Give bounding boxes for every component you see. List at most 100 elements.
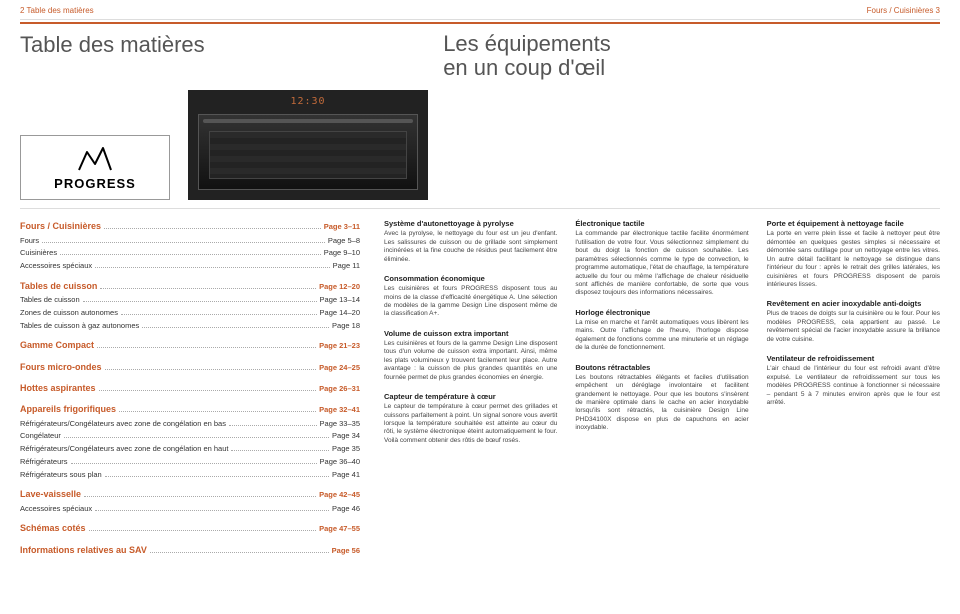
toc-page: Page 14–20: [320, 307, 360, 320]
toc-item: Cuisinières Page 9–10: [20, 247, 360, 260]
feature-title: Revêtement en acier inoxydable anti-doig…: [767, 299, 940, 308]
feature-block: Horloge électronique La mise en marche et…: [575, 308, 748, 353]
toc-item: Réfrigérateurs/Congélateurs avec zone de…: [20, 443, 360, 456]
toc-item: Zones de cuisson autonomes Page 14–20: [20, 307, 360, 320]
brand-logomark: [75, 144, 115, 174]
toc-section-header: Gamme Compact Page 21–23: [20, 338, 360, 353]
equipment-title: Les équipements en un coup d'œil: [443, 32, 611, 80]
toc-label: Réfrigérateurs/Congélateurs avec zone de…: [20, 443, 228, 456]
toc-item: RéfrigérateursPage 36–40: [20, 456, 360, 469]
feature-body: La mise en marche et l'arrêt automatique…: [575, 319, 748, 353]
feature-block: Consommation économique Les cuisinières e…: [384, 274, 557, 319]
oven-photo: 12:30: [188, 90, 428, 200]
toc-page: Page 11: [333, 260, 360, 273]
toc-item: Réfrigérateurs/Congélateurs avec zone de…: [20, 418, 360, 431]
feature-column: Électronique tactile La commande par élec…: [575, 219, 748, 564]
feature-title: Boutons rétractables: [575, 363, 748, 372]
feature-body: La commande par électronique tactile fac…: [575, 230, 748, 298]
toc-label: Congélateur: [20, 430, 61, 443]
feature-block: Revêtement en acier inoxydable anti-doig…: [767, 299, 940, 344]
rule-thin: [20, 19, 940, 20]
brand-wordmark: PROGRESS: [27, 176, 163, 191]
main-columns: Fours / Cuisinières Page 3–11FoursPage 5–…: [0, 219, 960, 564]
toc-label: Gamme Compact: [20, 338, 94, 353]
feature-title: Ventilateur de refroidissement: [767, 354, 940, 363]
feature-title: Capteur de température à cœur: [384, 392, 557, 401]
toc-label: Lave-vaisselle: [20, 487, 81, 502]
toc-label: Fours / Cuisinières: [20, 219, 101, 234]
feature-body: L'air chaud de l'intérieur du four est r…: [767, 365, 940, 407]
feature-body: Les boutons rétractables élégants et fac…: [575, 374, 748, 433]
feature-title: Consommation économique: [384, 274, 557, 283]
toc-item: Congélateur Page 34: [20, 430, 360, 443]
feature-title: Électronique tactile: [575, 219, 748, 228]
toc-page: Page 46: [332, 503, 360, 516]
toc-page: Page 47–55: [319, 523, 360, 536]
feature-block: Ventilateur de refroidissement L'air chau…: [767, 354, 940, 407]
toc-label: Schémas cotés: [20, 521, 86, 536]
feature-body: Les cuisinières et fours PROGRESS dispos…: [384, 285, 557, 319]
feature-title: Horloge électronique: [575, 308, 748, 317]
toc-section-header: Lave-vaisselle Page 42–45: [20, 487, 360, 502]
table-of-contents: Fours / Cuisinières Page 3–11FoursPage 5–…: [20, 219, 360, 564]
title-row: Table des matières Les équipements en un…: [0, 32, 960, 80]
toc-page: Page 13–14: [320, 294, 360, 307]
toc-section-header: Tables de cuissonPage 12–20: [20, 279, 360, 294]
feature-title: Volume de cuisson extra important: [384, 329, 557, 338]
toc-section: Tables de cuissonPage 12–20Tables de cui…: [20, 279, 360, 333]
toc-item: Accessoires spéciaux Page 11: [20, 260, 360, 273]
toc-item: Tables de cuisson Page 13–14: [20, 294, 360, 307]
toc-section-header: Fours micro-ondes Page 24–25: [20, 360, 360, 375]
toc-page: Page 9–10: [324, 247, 360, 260]
header-right: Fours / Cuisinières 3: [867, 6, 940, 15]
toc-label: Zones de cuisson autonomes: [20, 307, 118, 320]
toc-label: Tables de cuisson: [20, 294, 80, 307]
toc-page: Page 41: [332, 469, 360, 482]
toc-label: Appareils frigorifiques: [20, 402, 116, 417]
toc-section: Gamme Compact Page 21–23: [20, 338, 360, 353]
toc-title: Table des matières: [20, 32, 443, 80]
toc-label: Réfrigérateurs sous plan: [20, 469, 102, 482]
feature-body: Les cuisinières et fours de la gamme Des…: [384, 340, 557, 382]
toc-section: Schémas cotés Page 47–55: [20, 521, 360, 536]
toc-label: Fours micro-ondes: [20, 360, 102, 375]
toc-section-header: Appareils frigorifiques Page 32–41: [20, 402, 360, 417]
toc-label: Réfrigérateurs: [20, 456, 68, 469]
toc-section: Informations relatives au SAV Page 56: [20, 543, 360, 558]
toc-section: Appareils frigorifiques Page 32–41 Réfrigé…: [20, 402, 360, 481]
toc-page: Page 3–11: [324, 221, 360, 234]
rule-orange: [20, 22, 940, 24]
toc-page: Page 42–45: [319, 489, 360, 502]
toc-section-header: Informations relatives au SAV Page 56: [20, 543, 360, 558]
toc-page: Page 33–35: [320, 418, 360, 431]
feature-body: Le capteur de température à cœur permet …: [384, 403, 557, 445]
toc-label: Informations relatives au SAV: [20, 543, 147, 558]
toc-label: Accessoires spéciaux: [20, 260, 92, 273]
toc-section: Hottes aspirantesPage 26–31: [20, 381, 360, 396]
toc-item: Tables de cuisson à gaz autonomesPage 18: [20, 320, 360, 333]
toc-section-header: Fours / Cuisinières Page 3–11: [20, 219, 360, 234]
rule-separator: [20, 208, 940, 209]
toc-page: Page 18: [332, 320, 360, 333]
toc-item: FoursPage 5–8: [20, 235, 360, 248]
toc-label: Réfrigérateurs/Congélateurs avec zone de…: [20, 418, 226, 431]
brand-logo-box: PROGRESS: [20, 135, 170, 200]
oven-door: [198, 114, 418, 190]
toc-section: Lave-vaisselle Page 42–45 Accessoires spéc…: [20, 487, 360, 515]
feature-block: Volume de cuisson extra important Les cui…: [384, 329, 557, 382]
toc-page: Page 56: [332, 545, 360, 558]
toc-page: Page 12–20: [319, 281, 360, 294]
feature-title: Porte et équipement à nettoyage facile: [767, 219, 940, 228]
toc-label: Accessoires spéciaux: [20, 503, 92, 516]
oven-clock: 12:30: [188, 96, 428, 107]
feature-columns: Système d'autonettoyage à pyrolyseAvec l…: [384, 219, 940, 564]
toc-page: Page 34: [332, 430, 360, 443]
feature-block: Boutons rétractables Les boutons rétracta…: [575, 363, 748, 433]
toc-label: Fours: [20, 235, 39, 248]
toc-page: Page 21–23: [319, 340, 360, 353]
feature-column: Système d'autonettoyage à pyrolyseAvec l…: [384, 219, 557, 564]
toc-page: Page 32–41: [319, 404, 360, 417]
toc-page: Page 24–25: [319, 362, 360, 375]
toc-label: Cuisinières: [20, 247, 57, 260]
toc-label: Hottes aspirantes: [20, 381, 96, 396]
